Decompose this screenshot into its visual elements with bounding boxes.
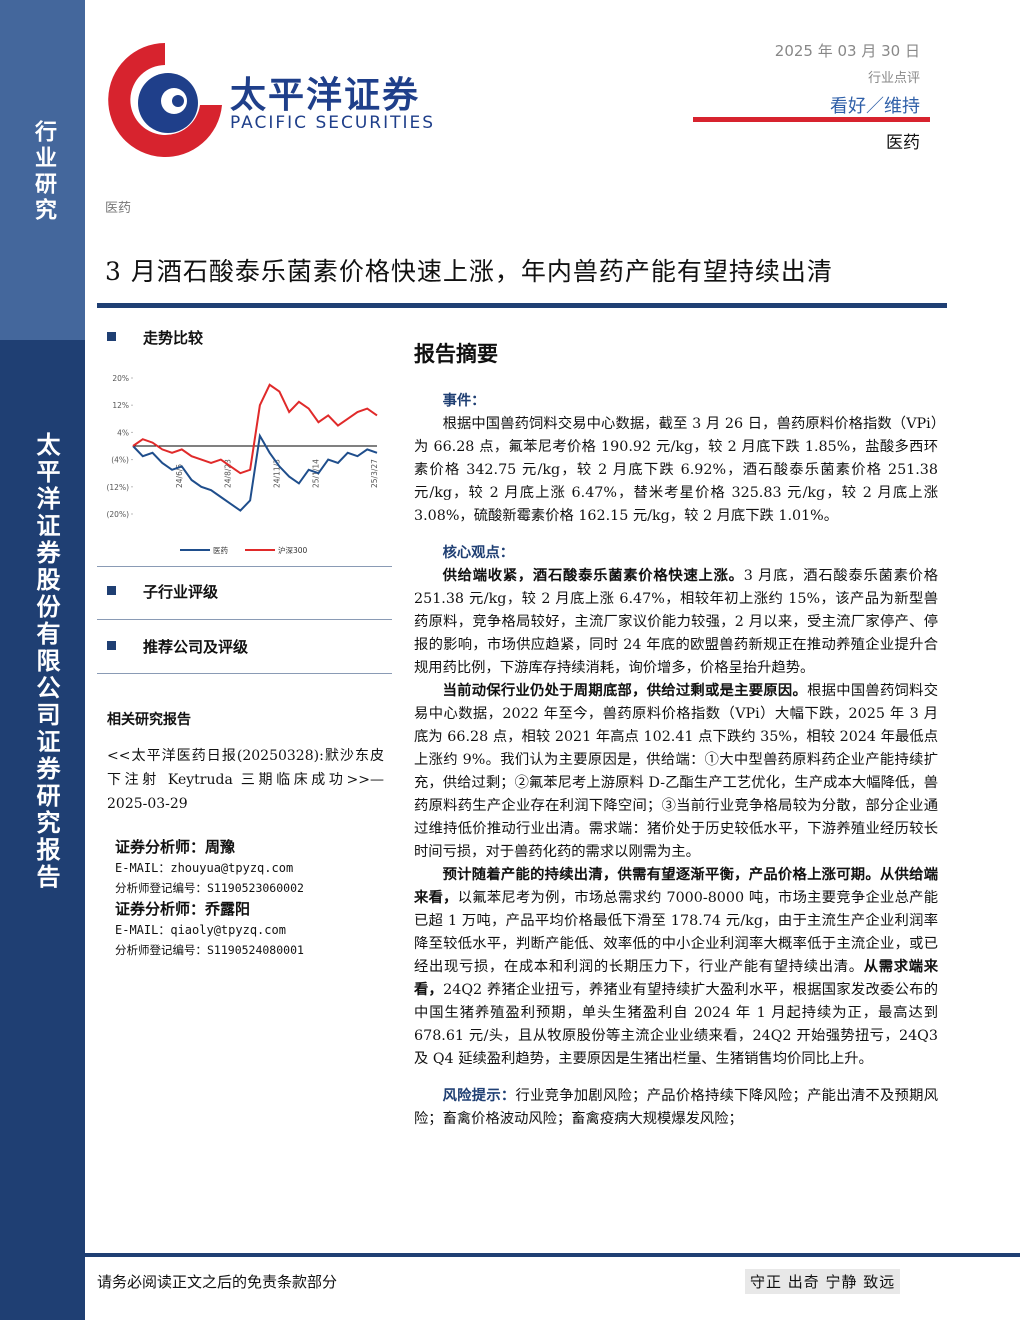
section-heading: 推荐公司及评级 [143,638,249,656]
y-tick-label: 20% [112,374,129,383]
series-line [132,383,378,475]
text: 行业竞争加剧风险；产品价格持续下降风险；产能出清不及预期风险；畜禽价格波动风险；… [414,1088,939,1127]
divider [97,566,392,567]
text: 根据中国兽药饲料交易中心数据，2022 年至今，兽药原料价格指数（VPi）大幅下… [414,683,939,860]
logo-mark [108,43,222,157]
paragraph: 风险提示：行业竞争加剧风险；产品价格持续下降风险；产能出清不及预期风险；畜禽价格… [414,1085,938,1131]
y-tick-label: (4%) [111,456,129,465]
bullet [107,586,116,595]
bold-text: 供给端收紧，酒石酸泰乐菌素价格快速上涨。 [442,568,744,584]
related-heading: 相关研究报告 [107,712,191,728]
sidebar-bottom [0,340,85,1320]
legend-label: 沪深300 [278,545,308,555]
logo-name: 太平洋证券 [230,75,421,116]
sidebar-company: 太平洋证券股份有限公司证券研究报告 [32,432,61,891]
bold-text: 从需求端来看， [414,959,939,998]
analyst-name: 证券分析师：乔露阳 [115,900,251,918]
text: 以氟苯尼考为例，市场总需求约 7000-8000 吨，市场主要竞争企业总产能已超… [414,890,939,975]
motto: 守正 出奇 宁静 致远 [745,1269,901,1294]
analyst-reg: 分析师登记编号：S1190524080001 [115,943,304,957]
title-rule [97,303,947,308]
y-tick-label: 12% [112,401,129,410]
x-tick-label: 25/1/14 [311,459,320,488]
rating: 看好／维持 [830,96,920,117]
bullet [107,641,116,650]
analyst-reg: 分析师登记编号：S1190523060002 [115,881,304,895]
divider [97,673,392,674]
logo-english: PACIFIC SECURITIES [230,113,436,133]
section-label: 核心观点： [442,545,515,561]
y-tick-label: (12%) [106,483,129,492]
section-heading: 子行业评级 [143,583,219,601]
x-tick-label: 24/8/23 [224,459,233,488]
section-heading: 走势比较 [143,329,204,347]
bold-text: 当前动保行业仍处于周期底部，供给过剩或是主要原因。 [442,683,808,699]
analyst-email: E-MAIL：zhouyua@tpyzq.com [115,861,294,875]
summary-body: 事件： 根据中国兽药饲料交易中心数据，截至 3 月 26 日，兽药原料价格指数（V… [414,390,938,1131]
y-tick-label: (20%) [106,510,129,519]
sidebar-label: 行业研究 [31,120,57,224]
analyst-email: E-MAIL：qiaoly@tpyzq.com [115,923,286,937]
y-tick-label: 4% [117,428,129,437]
rating-bar [693,117,930,122]
bullet [107,332,116,341]
x-tick-label: 25/3/27 [370,459,379,488]
paragraph: 预计随着产能的持续出清，供需有望逐渐平衡，产品价格上涨可期。从供给端来看，以氟苯… [414,864,938,1071]
x-tick-label: 24/11/3 [272,459,281,488]
summary-section: 风险提示：行业竞争加剧风险；产品价格持续下降风险；产能出清不及预期风险；畜禽价格… [414,1085,938,1131]
series-line [132,432,378,512]
disclaimer: 请务必阅读正文之后的免责条款部分 [97,1273,338,1291]
text: 根据中国兽药饲料交易中心数据，截至 3 月 26 日，兽药原料价格指数（VPi）… [414,416,938,524]
divider [97,619,392,620]
paragraph: 供给端收紧，酒石酸泰乐菌素价格快速上涨。3 月底，酒石酸泰乐菌素价格 251.3… [414,565,938,680]
footer-rule [85,1253,1020,1257]
text: 24Q2 养猪企业扭亏，养猪业有望持续扩大盈利水平，根据国家发改委公布的中国生猪… [414,982,938,1067]
sidebar-top [0,0,85,340]
industry: 医药 [886,133,920,153]
summary-heading: 报告摘要 [414,341,498,366]
analyst-name: 证券分析师：周豫 [115,838,236,856]
analysts: 证券分析师：周豫 E-MAIL：zhouyua@tpyzq.com 分析师登记编号：… [115,836,395,960]
legend-label: 医药 [213,545,228,555]
text: 3 月底，酒石酸泰乐菌素价格 251.38 元/kg，较 2 月底上涨 6.47… [414,568,939,676]
paragraph: 根据中国兽药饲料交易中心数据，截至 3 月 26 日，兽药原料价格指数（VPi）… [414,413,938,528]
trend-chart: 20% 12% 4% (4%) (12%) (20%) 24/6/5 24/8/23 24/11… [106,374,379,555]
section-label: 事件： [442,393,486,409]
sector-tag: 医药 [105,201,132,216]
summary-section: 事件： 根据中国兽药饲料交易中心数据，截至 3 月 26 日，兽药原料价格指数（V… [414,390,938,528]
x-tick-label: 24/6/5 [175,464,184,488]
report-date: 2025 年 03 月 30 日 [774,42,920,60]
report-type: 行业点评 [867,71,920,86]
bold-text: 预计随着产能的持续出清，供需有望逐渐平衡，产品价格上涨可期。从供给端来看， [414,867,938,906]
related-report: <<太平洋医药日报(20250328):默沙东皮下注射 Keytruda 三期临… [107,748,384,812]
summary-section: 核心观点： 供给端收紧，酒石酸泰乐菌素价格快速上涨。3 月底，酒石酸泰乐菌素价格 … [414,542,938,1071]
section-label: 风险提示： [442,1088,516,1104]
paragraph: 当前动保行业仍处于周期底部，供给过剩或是主要原因。根据中国兽药饲料交易中心数据，… [414,680,938,864]
report-title: 3 月酒石酸泰乐菌素价格快速上涨，年内兽药产能有望持续出清 [105,257,833,286]
